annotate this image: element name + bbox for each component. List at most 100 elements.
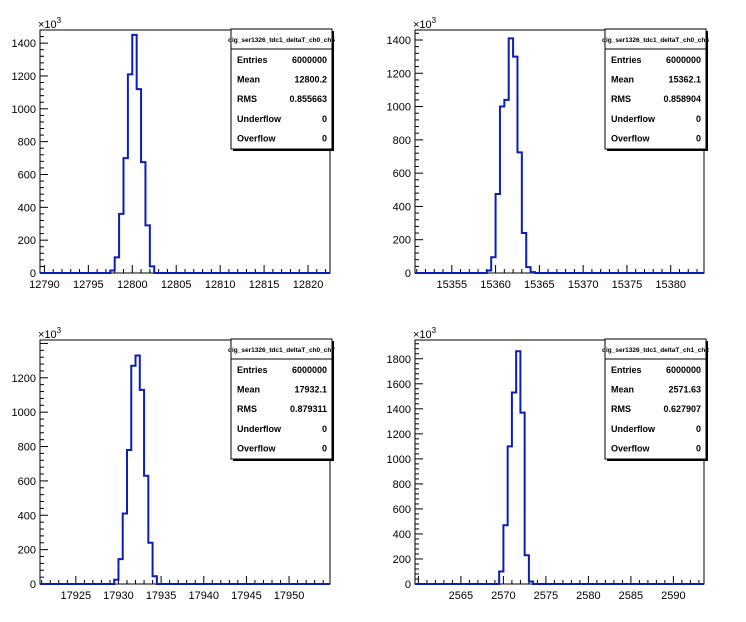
stats-value: 0 <box>322 133 327 143</box>
y-tick-label: 1000 <box>387 454 411 466</box>
stats-label: Overflow <box>611 443 651 453</box>
stats-value: 0.879311 <box>290 404 327 414</box>
y-tick-label: 1000 <box>12 407 36 419</box>
stats-value: 6000000 <box>292 55 327 65</box>
stats-value: 6000000 <box>666 365 701 375</box>
x-tick-label: 15370 <box>568 279 599 291</box>
histogram-bin <box>140 390 144 584</box>
stats-value: 0 <box>696 114 701 124</box>
histogram-bin <box>119 214 123 273</box>
y-tick-label: 200 <box>18 545 36 557</box>
histogram-bin <box>517 152 521 273</box>
stats-box-title: dig_ser1326_tdc1_deltaT_ch1_ch2 <box>602 347 709 354</box>
y-tick-label: 0 <box>405 579 411 591</box>
stats-value: 15362.1 <box>668 75 701 85</box>
y-tick-label: 0 <box>30 579 36 591</box>
y-axis-multiplier: ×103 <box>413 16 437 31</box>
histogram-bin <box>141 162 145 273</box>
y-axis-multiplier-base: ×10 <box>413 19 432 31</box>
y-tick-label: 1600 <box>387 379 411 391</box>
stats-label: Underflow <box>611 424 656 434</box>
histogram-bin <box>131 366 135 584</box>
histogram-bin <box>150 266 154 273</box>
histogram-bin <box>148 543 152 584</box>
stats-label: Entries <box>611 55 642 65</box>
stats-box <box>604 28 707 150</box>
y-tick-label: 1400 <box>387 404 411 416</box>
histogram-bin <box>526 267 530 273</box>
x-tick-label: 2585 <box>619 590 643 602</box>
histogram-bin <box>132 35 136 273</box>
y-axis-multiplier: ×103 <box>38 16 62 31</box>
stats-label: Mean <box>611 385 634 395</box>
stats-value: 0.627907 <box>663 404 701 414</box>
y-tick-label: 1200 <box>12 71 36 83</box>
x-tick-label: 2570 <box>491 590 515 602</box>
histogram-series <box>40 33 330 274</box>
x-tick-label: 17950 <box>274 590 305 602</box>
x-tick-label: 2580 <box>576 590 600 602</box>
x-tick-label: 15360 <box>480 279 511 291</box>
stats-label: Underflow <box>611 114 656 124</box>
y-tick-label: 200 <box>393 554 411 566</box>
stats-label: Mean <box>611 75 634 85</box>
stats-label: Overflow <box>611 133 651 143</box>
y-axis-multiplier: ×103 <box>413 326 437 341</box>
stats-value: 12800.2 <box>294 75 327 85</box>
histogram-bin <box>525 555 529 584</box>
stats-value: 0 <box>696 443 701 453</box>
y-tick-label: 400 <box>18 202 36 214</box>
y-tick-label: 1200 <box>387 68 411 80</box>
histogram-panel: 17925 17930 17935 17940 17945 17950 0 200 400 600… <box>12 326 336 602</box>
x-tick-label: 12810 <box>205 279 236 291</box>
stats-label: RMS <box>611 404 631 414</box>
histogram-panel: 15355 15360 15365 15370 15375 15380 0 200 400 600… <box>387 16 710 291</box>
x-tick-label: 15375 <box>612 279 643 291</box>
stats-value: 0.858904 <box>663 94 701 104</box>
histogram-bin <box>137 89 141 273</box>
stats-label: Mean <box>237 75 260 85</box>
stats-value: 6000000 <box>292 365 327 375</box>
y-tick-label: 800 <box>18 442 36 454</box>
y-tick-label: 800 <box>393 479 411 491</box>
y-tick-label: 600 <box>393 504 411 516</box>
histogram-bin <box>503 525 507 584</box>
stats-value: 6000000 <box>666 55 701 65</box>
x-tick-label: 12805 <box>161 279 192 291</box>
x-tick-label: 2590 <box>661 590 685 602</box>
histogram-bin <box>499 571 503 584</box>
x-tick-label: 15355 <box>436 279 467 291</box>
y-tick-label: 800 <box>393 135 411 147</box>
y-axis-multiplier-exponent: 3 <box>57 16 62 25</box>
stats-value: 2571.63 <box>668 385 701 395</box>
histogram-bin <box>496 194 500 273</box>
x-tick-label: 12820 <box>293 279 324 291</box>
x-tick-label: 15380 <box>655 279 686 291</box>
histogram-bin <box>144 476 148 584</box>
stats-label: Mean <box>237 385 260 395</box>
stats-label: RMS <box>237 404 257 414</box>
x-tick-label: 17935 <box>146 590 177 602</box>
histogram-bin <box>127 450 131 584</box>
x-tick-label: 2565 <box>449 590 473 602</box>
stats-label: Entries <box>611 365 642 375</box>
stats-box <box>230 338 333 460</box>
y-tick-label: 1200 <box>387 429 411 441</box>
histogram-series <box>415 350 704 585</box>
stats-box-title: dig_ser1326_tdc1_deltaT_ch0_ch5 <box>228 37 335 44</box>
stats-value: 0 <box>322 114 327 124</box>
x-tick-label: 17945 <box>231 590 262 602</box>
stats-label: Entries <box>237 55 268 65</box>
y-tick-label: 600 <box>18 476 36 488</box>
y-tick-label: 1400 <box>12 38 36 50</box>
y-tick-label: 1000 <box>387 102 411 114</box>
stats-value: 0 <box>696 424 701 434</box>
histogram-bin <box>531 272 535 273</box>
stats-box-title: dig_ser1326_tdc1_deltaT_ch0_ch6 <box>602 37 709 44</box>
stats-label: Underflow <box>237 424 282 434</box>
stats-box <box>604 338 707 460</box>
stats-label: Overflow <box>237 133 277 143</box>
stats-label: Entries <box>237 365 268 375</box>
stats-label: RMS <box>237 94 257 104</box>
